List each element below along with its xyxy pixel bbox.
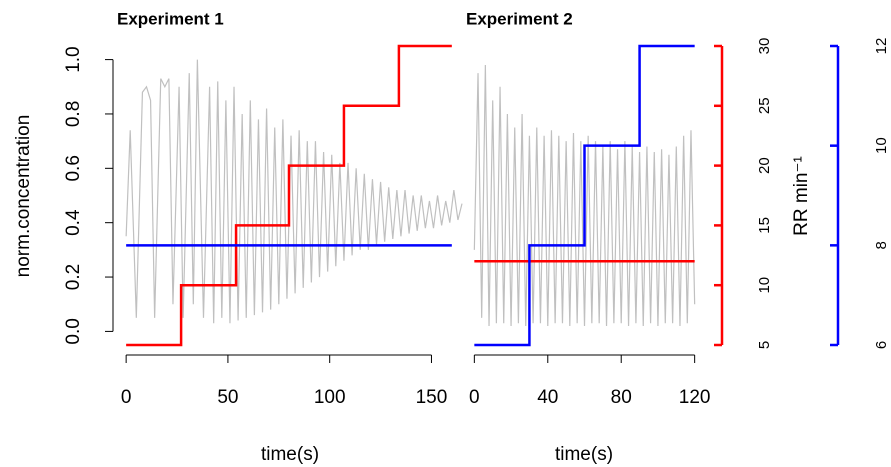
y3-tick-label: 8 xyxy=(873,241,890,249)
x-tick-label: 150 xyxy=(416,387,448,408)
series-line xyxy=(474,44,695,347)
y-tick-label: 0.8 xyxy=(63,101,84,127)
y2-tick-label: 5 xyxy=(756,341,773,349)
y-tick-label: 0.0 xyxy=(63,318,84,344)
y2-tick-label: 10 xyxy=(756,277,773,294)
x-tick-label: 120 xyxy=(679,387,711,408)
y-tick-label: 0.6 xyxy=(63,155,84,181)
y-tick-label: 0.2 xyxy=(63,264,84,290)
y2-tick-label: 15 xyxy=(756,217,773,234)
x-tick-label: 40 xyxy=(537,387,558,408)
chart-title: Experiment 1 xyxy=(117,9,224,28)
series-line xyxy=(126,44,452,347)
y3-tick-label: 12 xyxy=(873,38,890,55)
x-tick-label: 0 xyxy=(121,387,132,408)
x-tick-label: 80 xyxy=(611,387,632,408)
x-tick-label: 50 xyxy=(217,387,238,408)
y2-axis-label: RR min⁻¹ xyxy=(791,156,812,236)
y2-tick-label: 30 xyxy=(756,38,773,55)
x-tick-label: 0 xyxy=(469,387,480,408)
y3-tick-label: 6 xyxy=(873,341,890,349)
y-axis-label: norm.concentration xyxy=(13,115,34,278)
series-line xyxy=(125,59,463,324)
y-tick-label: 1.0 xyxy=(63,46,84,72)
y2-tick-label: 25 xyxy=(756,97,773,114)
x-axis-label: time(s) xyxy=(261,444,319,465)
series-line xyxy=(473,65,696,326)
y-tick-label: 0.4 xyxy=(63,209,84,236)
chart-title: Experiment 2 xyxy=(466,9,573,28)
y3-tick-label: 10 xyxy=(873,137,890,154)
y2-tick-label: 20 xyxy=(756,157,773,174)
x-tick-label: 100 xyxy=(314,387,346,408)
x-axis-label: time(s) xyxy=(555,444,613,465)
